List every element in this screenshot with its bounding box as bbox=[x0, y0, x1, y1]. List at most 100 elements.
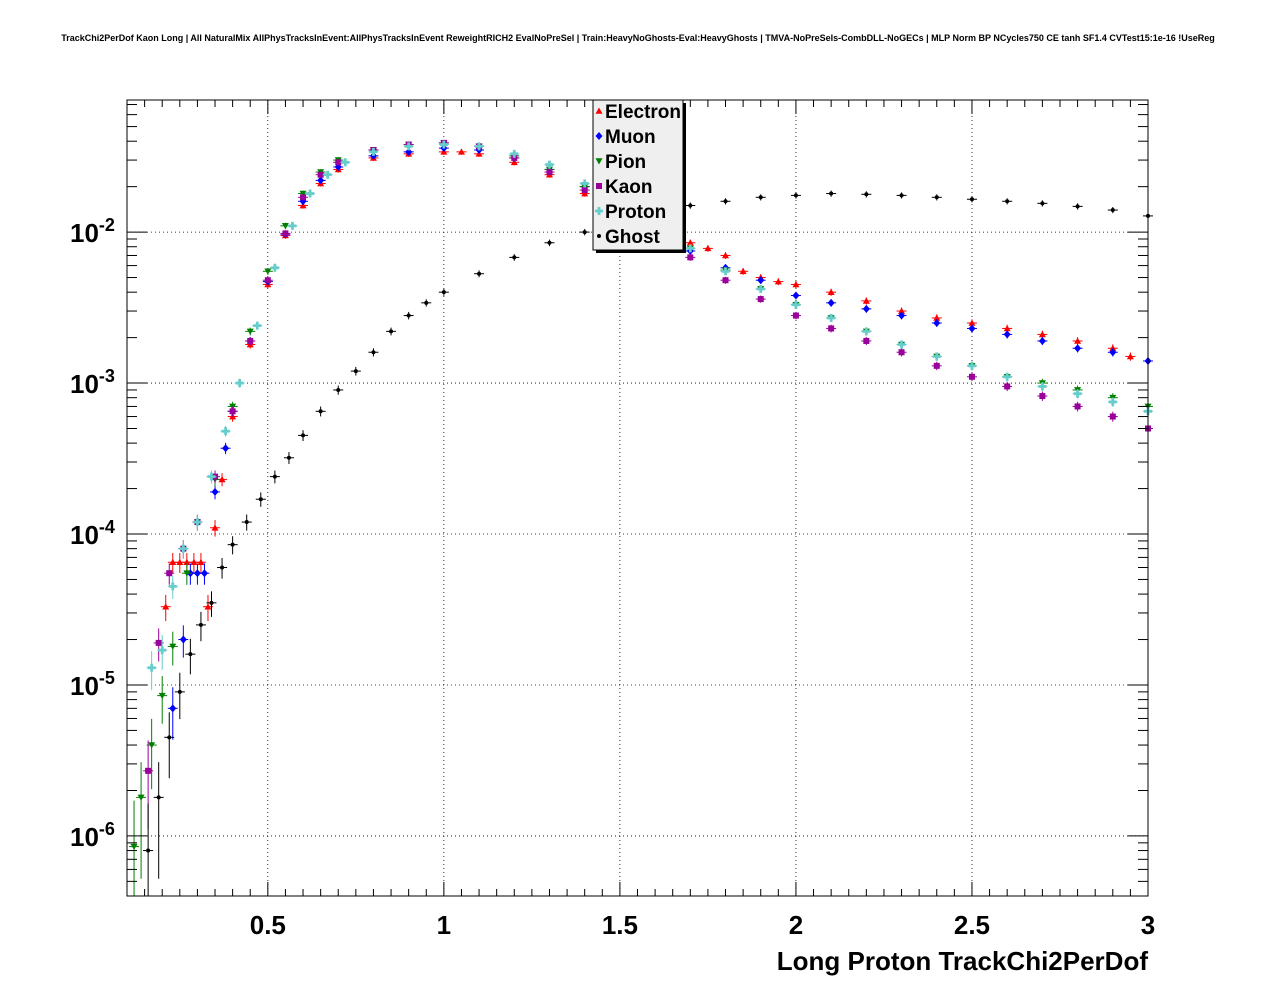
legend-marker bbox=[597, 234, 601, 238]
data-point bbox=[286, 455, 291, 460]
data-point bbox=[158, 692, 166, 700]
data-point bbox=[792, 280, 800, 288]
data-point bbox=[158, 646, 167, 655]
data-point bbox=[404, 142, 413, 151]
data-point bbox=[155, 639, 162, 646]
data-point bbox=[424, 300, 429, 305]
data-point bbox=[723, 199, 728, 204]
data-point bbox=[968, 319, 976, 326]
data-point bbox=[827, 313, 836, 322]
legend-item-pion: Pion bbox=[595, 152, 646, 173]
data-point bbox=[167, 735, 172, 740]
legend-label: Electron bbox=[605, 102, 681, 123]
data-point bbox=[511, 154, 518, 161]
data-point bbox=[222, 444, 230, 453]
data-point bbox=[933, 362, 940, 369]
data-point bbox=[193, 518, 202, 527]
legend-label: Kaon bbox=[605, 177, 653, 198]
data-point bbox=[190, 558, 198, 566]
data-point bbox=[211, 524, 219, 531]
data-point bbox=[1126, 352, 1134, 360]
data-point bbox=[211, 487, 219, 496]
data-point bbox=[169, 558, 177, 566]
data-point bbox=[968, 373, 975, 380]
data-point bbox=[369, 147, 378, 156]
data-point bbox=[1075, 204, 1080, 209]
data-point bbox=[793, 193, 798, 198]
data-point bbox=[235, 379, 244, 388]
y-tick-label: 10-3 bbox=[70, 366, 115, 399]
data-point bbox=[145, 767, 152, 774]
data-point bbox=[197, 558, 205, 566]
data-point bbox=[1039, 393, 1046, 400]
data-point bbox=[247, 337, 254, 344]
legend-label: Ghost bbox=[605, 227, 661, 248]
data-point bbox=[722, 251, 730, 259]
data-point bbox=[1110, 208, 1115, 213]
data-point bbox=[791, 300, 800, 309]
data-point bbox=[218, 475, 226, 483]
data-point bbox=[932, 352, 941, 361]
data-point bbox=[146, 848, 151, 853]
data-point bbox=[317, 176, 325, 185]
data-point bbox=[1109, 344, 1117, 352]
axis-layer: 0.5 1 1.5 2 2.5 3 10-2 10-3 10-4 10-5 10-6 bbox=[70, 100, 1155, 940]
data-point bbox=[1003, 330, 1011, 339]
data-point bbox=[687, 254, 694, 261]
data-point bbox=[406, 313, 411, 318]
data-point bbox=[686, 244, 695, 253]
data-point bbox=[1074, 337, 1082, 344]
data-point bbox=[933, 314, 941, 321]
data-point bbox=[272, 474, 277, 479]
data-point bbox=[581, 190, 589, 197]
data-point bbox=[756, 284, 765, 293]
data-point bbox=[405, 147, 413, 156]
legend-label: Muon bbox=[605, 127, 656, 148]
data-point bbox=[179, 635, 187, 644]
data-point bbox=[547, 240, 552, 245]
data-point bbox=[1108, 397, 1117, 406]
data-point bbox=[897, 340, 906, 349]
x-tick-label: 2 bbox=[789, 910, 803, 940]
data-point bbox=[1004, 383, 1011, 390]
x-tick-label: 2.5 bbox=[954, 910, 990, 940]
data-point bbox=[353, 369, 358, 374]
data-point bbox=[130, 843, 138, 851]
legend-marker bbox=[595, 132, 603, 140]
data-point bbox=[441, 290, 446, 295]
data-point bbox=[270, 263, 279, 272]
data-point bbox=[207, 472, 216, 481]
data-point bbox=[933, 318, 941, 327]
legend-item-muon: Muon bbox=[595, 127, 656, 148]
data-point bbox=[282, 230, 289, 237]
legend-marker bbox=[595, 207, 603, 216]
data-point bbox=[1073, 389, 1082, 398]
legend-item-kaon: Kaon bbox=[596, 177, 653, 198]
x-tick-label: 1.5 bbox=[602, 910, 638, 940]
data-point bbox=[477, 271, 482, 276]
data-point bbox=[862, 297, 870, 304]
data-point bbox=[439, 140, 448, 149]
data-point bbox=[827, 288, 835, 295]
data-point bbox=[301, 433, 306, 438]
data-point bbox=[721, 267, 730, 276]
data-point bbox=[510, 149, 519, 158]
legend-label: Pion bbox=[605, 152, 646, 173]
data-point bbox=[580, 179, 589, 188]
legend-item-ghost: Ghost bbox=[597, 227, 661, 248]
data-point bbox=[898, 307, 906, 314]
data-point bbox=[864, 192, 869, 197]
data-point bbox=[899, 193, 904, 198]
y-tick-label: 10-2 bbox=[70, 215, 115, 248]
data-point bbox=[253, 321, 262, 330]
data-point bbox=[1109, 348, 1117, 357]
data-point bbox=[318, 409, 323, 414]
y-tick-label: 10-6 bbox=[70, 819, 115, 852]
data-point bbox=[1040, 201, 1045, 206]
data-point bbox=[204, 603, 212, 610]
data-point bbox=[288, 221, 297, 230]
data-point bbox=[512, 255, 517, 260]
data-point bbox=[244, 520, 249, 525]
